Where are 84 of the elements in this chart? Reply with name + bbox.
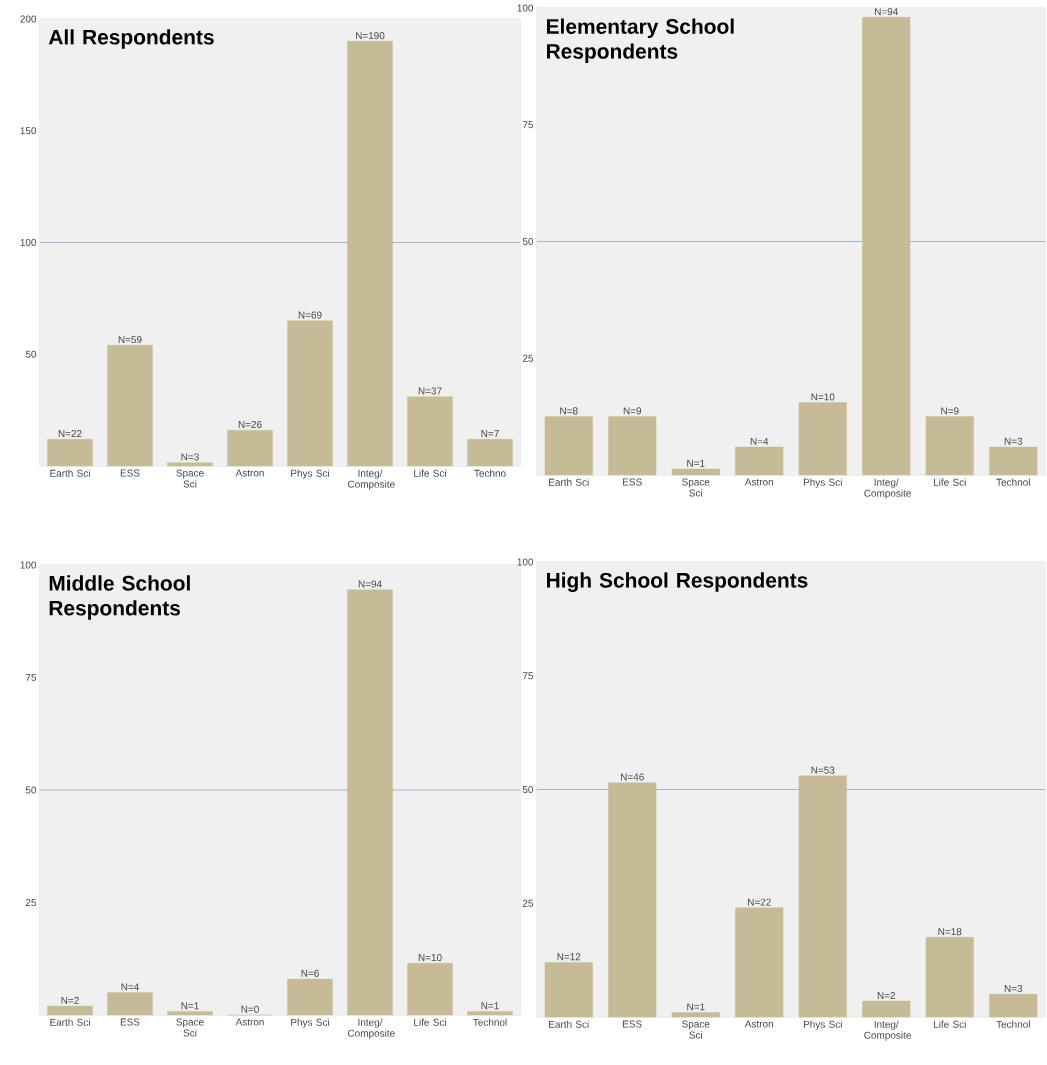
annotation: N=94 [875, 8, 899, 16]
x-tick-label: Earth Sci [50, 1018, 90, 1026]
x-tick-label: Phys Sci [291, 1018, 329, 1028]
x-tick-label: ESS [120, 469, 140, 477]
x-tick-label: Space Sci [682, 1020, 710, 1039]
y-tick-label: 50 [25, 350, 37, 358]
x-tick-label: Techno [474, 469, 506, 477]
y-tick-label: 200 [20, 15, 37, 23]
y-tick-label: 25 [522, 899, 534, 907]
annotation: N=3 [181, 453, 199, 461]
annotation: N=69 [298, 311, 322, 319]
annotation: N=22 [748, 898, 771, 906]
x-tick-label: Life Sci [933, 1020, 966, 1028]
annotation: N=10 [418, 954, 442, 962]
annotation: N=7 [481, 430, 499, 437]
annotation: N=3 [1004, 437, 1023, 445]
y-tick-label: 150 [20, 127, 37, 135]
y-tick-label: 100 [517, 4, 534, 12]
y-tick-label: 50 [522, 237, 534, 246]
y-tick-label: 100 [20, 561, 37, 569]
annotation: N=3 [1004, 985, 1023, 993]
x-tick-label: Astron [744, 478, 773, 486]
y-tick-label: 75 [522, 121, 534, 129]
chart-title: All Respondents [48, 29, 214, 49]
y-tick-label: 25 [522, 354, 534, 362]
y-tick-label: 50 [25, 786, 37, 794]
x-tick-label: Phys Sci [803, 478, 842, 488]
text: Elementary School Respondents [547, 18, 734, 63]
x-tick-label: Astron [744, 1020, 773, 1028]
x-tick-label: Integ/ Composite [864, 478, 911, 499]
x-tick-label: Space Sci [682, 478, 710, 497]
x-tick-label: Life Sci [933, 478, 966, 486]
x-tick-label: Astron [235, 469, 264, 477]
annotation: N=37 [418, 387, 442, 395]
x-tick-label: Earth Sci [549, 1020, 589, 1028]
annotation: N=22 [58, 430, 82, 437]
x-tick-label: Integ/ Composite [348, 469, 395, 490]
x-tick-label: Astron [235, 1018, 264, 1026]
annotation: N=53 [811, 766, 835, 774]
y-tick-label: 100 [517, 558, 534, 566]
y-tick-label: 50 [522, 785, 534, 794]
annotation: N=26 [238, 420, 262, 429]
x-tick-label: Technol [996, 478, 1030, 486]
x-tick-label: Life Sci [414, 1018, 446, 1026]
x-tick-label: Integ/ Composite [864, 1020, 911, 1041]
annotation: N=46 [621, 773, 644, 781]
annotation: N=0 [241, 1005, 259, 1013]
annotation: N=9 [623, 407, 642, 415]
x-tick-label: Phys Sci [291, 469, 329, 479]
x-tick-label: Earth Sci [549, 478, 589, 486]
x-tick-label: Phys Sci [803, 1020, 842, 1030]
annotation: N=6 [301, 969, 319, 977]
x-tick-label: Technol [473, 1018, 507, 1026]
y-tick-label: 75 [522, 672, 534, 680]
y-tick-label: 100 [20, 238, 37, 247]
x-tick-label: Earth Sci [50, 469, 90, 477]
annotation: N=1 [687, 1003, 705, 1011]
annotation: N=59 [118, 336, 142, 344]
y-tick-label: 25 [25, 898, 37, 907]
annotation: N=2 [877, 991, 896, 999]
annotation: N=4 [121, 983, 139, 991]
x-tick-label: Life Sci [414, 469, 446, 477]
annotation: N=8 [560, 407, 578, 415]
x-tick-label: ESS [120, 1018, 140, 1026]
x-tick-label: Technol [996, 1020, 1030, 1028]
x-tick-label: ESS [623, 478, 642, 486]
annotation: N=1 [181, 1002, 199, 1010]
y-tick-label: 75 [25, 674, 37, 681]
annotation: N=190 [356, 32, 385, 40]
x-tick-label: Space Sci [176, 1018, 204, 1037]
annotation: N=18 [938, 928, 962, 936]
annotation: N=9 [941, 407, 959, 415]
annotation: N=4 [750, 437, 769, 445]
x-tick-label: Space Sci [176, 469, 204, 488]
x-tick-label: Integ/ Composite [348, 1018, 395, 1039]
annotation: N=1 [687, 459, 705, 467]
chart-title: High School Respondents [547, 572, 808, 592]
annotation: N=1 [481, 1002, 499, 1010]
annotation: N=12 [557, 953, 581, 961]
text: Middle School Respondents [49, 575, 190, 620]
annotation: N=94 [358, 580, 382, 588]
annotation: N=2 [61, 996, 79, 1004]
annotation: N=10 [811, 393, 835, 401]
x-tick-label: ESS [623, 1020, 642, 1028]
